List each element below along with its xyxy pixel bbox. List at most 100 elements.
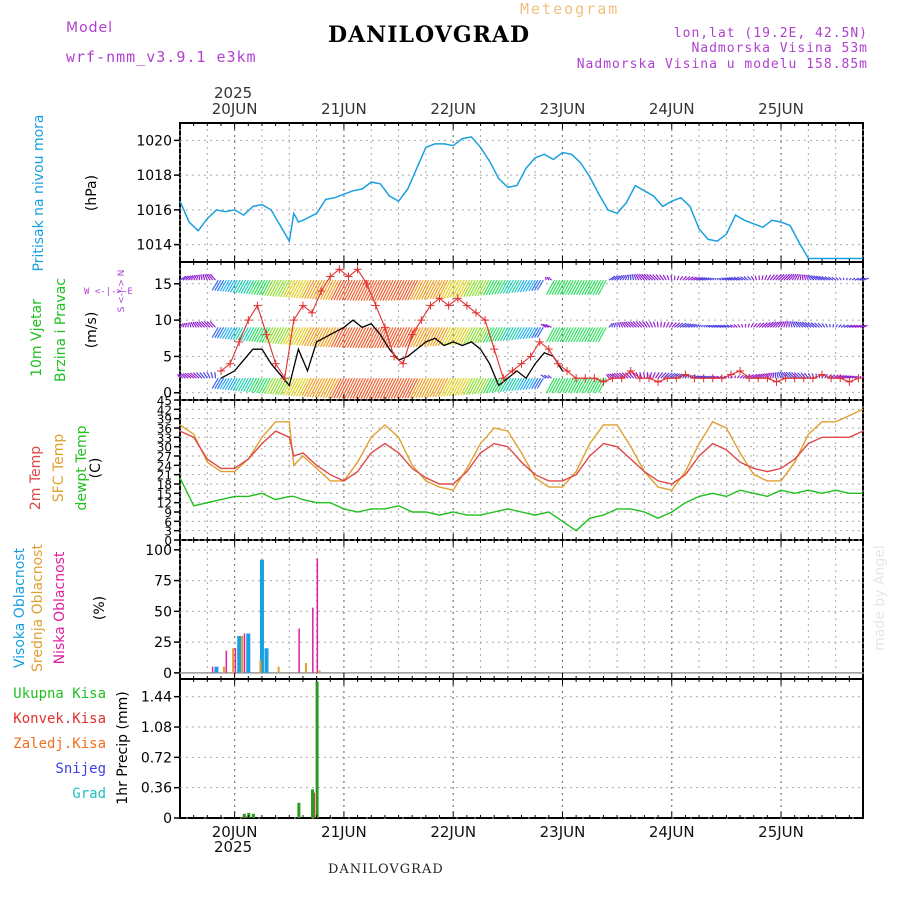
wind-arrow bbox=[551, 327, 561, 343]
wind-arrow bbox=[531, 327, 539, 339]
wind-arrow bbox=[525, 377, 533, 390]
wind-arrow bbox=[791, 321, 796, 328]
wind-arrow bbox=[264, 279, 274, 296]
wind-label-2: Brzina i Pravac bbox=[53, 278, 69, 382]
wind-arrow bbox=[638, 320, 645, 328]
wind-arrow bbox=[477, 327, 487, 344]
wind-arrow bbox=[797, 372, 804, 379]
ytick-label-wind: 10 bbox=[154, 313, 172, 329]
high-cloud-bar bbox=[259, 559, 264, 673]
ytick-label-temp: 9 bbox=[164, 506, 172, 520]
wind-arrow bbox=[463, 327, 473, 345]
wind-arrow bbox=[716, 277, 719, 281]
wind-arrow bbox=[387, 377, 400, 399]
wind-arrow bbox=[314, 279, 326, 300]
wind-arrow bbox=[848, 277, 852, 281]
wind-arrow bbox=[643, 372, 646, 379]
wind-arrow bbox=[674, 322, 681, 328]
wind-arrow bbox=[404, 279, 416, 301]
wind-arrow bbox=[536, 377, 544, 389]
wind-arrow bbox=[251, 327, 260, 342]
mid-cloud-bar bbox=[259, 660, 262, 673]
wind-arrow bbox=[426, 327, 438, 347]
wind-arrow bbox=[780, 321, 785, 328]
wind-arrow bbox=[584, 327, 594, 343]
wind-arrow bbox=[437, 377, 449, 397]
wind-arrow bbox=[282, 279, 293, 298]
x-day-label-bottom: 22JUN bbox=[430, 823, 476, 841]
wind-arrow bbox=[352, 327, 364, 348]
ytick-label-wind: 0 bbox=[163, 386, 172, 402]
wind-arrow bbox=[401, 377, 413, 399]
wind-arrow bbox=[253, 377, 263, 393]
wind-arrow bbox=[788, 273, 795, 281]
wind-arrow bbox=[232, 327, 241, 341]
wind-arrow bbox=[404, 327, 416, 348]
wind-arrow bbox=[451, 377, 462, 396]
wind-arrow bbox=[766, 372, 772, 379]
wind-arrow bbox=[720, 324, 727, 328]
wind-arrow bbox=[499, 377, 509, 393]
ytick-label-temp: 27 bbox=[157, 450, 172, 464]
panel-frame-pressure bbox=[179, 122, 864, 263]
pressure-line bbox=[179, 136, 863, 260]
wind-arrow bbox=[632, 321, 640, 328]
wind-arrow bbox=[211, 279, 219, 291]
wind-arrow bbox=[371, 377, 383, 399]
wind-arrow bbox=[355, 377, 367, 399]
wind-arrow bbox=[618, 322, 621, 328]
wind-arrow bbox=[360, 327, 372, 349]
wind-arrow bbox=[224, 279, 233, 293]
wind-arrow bbox=[840, 324, 846, 328]
wind-arrow bbox=[214, 372, 217, 379]
wind-arrow bbox=[764, 274, 768, 281]
wind-arrow bbox=[821, 323, 826, 328]
wind-arrow bbox=[542, 323, 550, 328]
wind-arrow bbox=[548, 279, 558, 295]
wind-arrow bbox=[623, 321, 629, 328]
wind-arrow bbox=[253, 327, 263, 343]
wind-arrow bbox=[525, 279, 533, 292]
wind-arrow bbox=[581, 327, 591, 343]
wind-arrow bbox=[676, 275, 680, 281]
wind-arrow bbox=[788, 371, 796, 379]
wind-arrow bbox=[799, 274, 802, 281]
wind-arrow bbox=[662, 321, 666, 328]
wind-arrow bbox=[488, 279, 498, 296]
wind-arrow bbox=[230, 327, 238, 340]
wind-arrow bbox=[769, 274, 775, 281]
wind-arrow bbox=[328, 377, 339, 399]
wind-arrow bbox=[385, 279, 397, 301]
x-day-label-top: 21JUN bbox=[321, 100, 367, 118]
wind-arrow bbox=[214, 327, 222, 339]
wind-arrow bbox=[280, 279, 290, 298]
series-group bbox=[176, 136, 869, 819]
wind-arrow bbox=[807, 372, 812, 379]
wind-arrow bbox=[652, 321, 656, 328]
ytick-label-precip: 0.72 bbox=[141, 750, 172, 766]
wind-arrow bbox=[256, 327, 266, 343]
meteogram-subtitle: Meteogram bbox=[520, 0, 620, 18]
wind-arrow bbox=[204, 274, 208, 281]
wind-arrow bbox=[429, 377, 441, 398]
wind-arrow bbox=[508, 327, 517, 341]
total-rain-bar bbox=[242, 813, 246, 818]
wind-arrow bbox=[703, 324, 706, 328]
wind-unit: (m/s) bbox=[84, 311, 100, 349]
wind-arrow bbox=[857, 277, 863, 281]
wind-arrow bbox=[474, 377, 484, 395]
wind-arrow bbox=[325, 279, 337, 300]
wind-arrow bbox=[497, 279, 506, 295]
wind-arrow bbox=[202, 274, 206, 281]
wind-arrow bbox=[502, 327, 512, 341]
wind-arrow bbox=[330, 377, 342, 399]
wind-arrow bbox=[514, 279, 523, 293]
wind-arrow bbox=[631, 372, 637, 379]
ytick-label-precip: 1.44 bbox=[141, 690, 172, 706]
wind-arrow bbox=[322, 377, 334, 398]
wind-arrow bbox=[282, 327, 293, 345]
wind-arrow bbox=[750, 373, 758, 379]
wind-arrow bbox=[471, 279, 482, 297]
wind-arrow bbox=[374, 327, 386, 349]
wind-arrow bbox=[573, 327, 583, 343]
